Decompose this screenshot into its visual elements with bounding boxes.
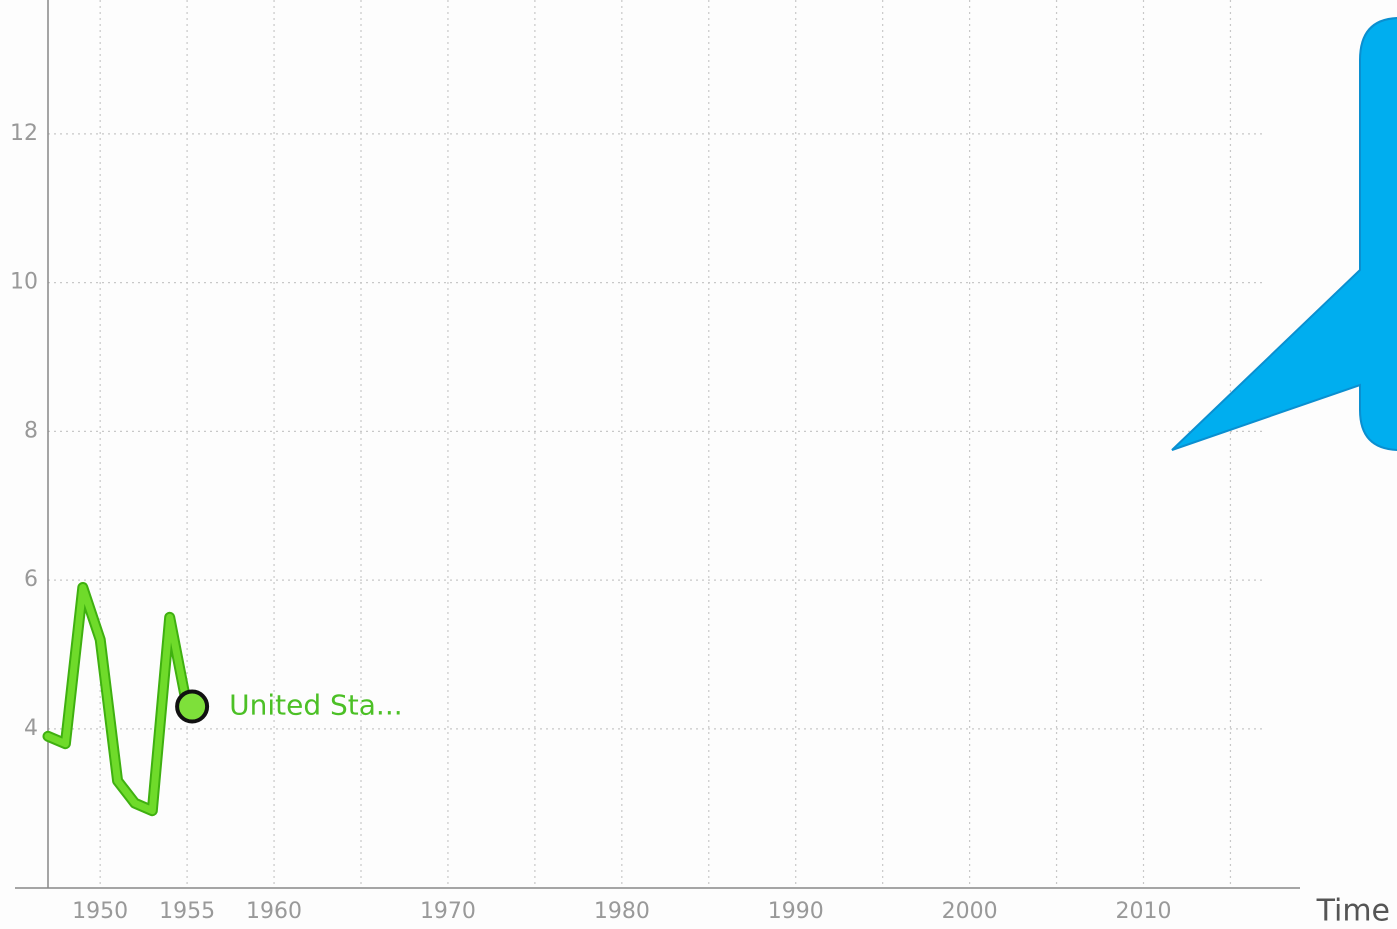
x-tick-label: 1950 xyxy=(72,899,128,924)
y-tick-label: 8 xyxy=(24,418,38,443)
x-tick-label: 1980 xyxy=(594,899,650,924)
x-tick-label: 1955 xyxy=(159,899,215,924)
x-tick-label: 1960 xyxy=(246,899,302,924)
x-tick-label: 2000 xyxy=(942,899,998,924)
x-tick-label: 1970 xyxy=(420,899,476,924)
callout-bubble xyxy=(1171,17,1397,451)
series-label: United Sta... xyxy=(229,689,403,722)
x-tick-label: 1990 xyxy=(768,899,824,924)
x-axis-label: Time xyxy=(1316,894,1390,929)
y-tick-label: 6 xyxy=(24,567,38,592)
line xyxy=(44,584,191,815)
end-marker xyxy=(175,689,210,724)
x-tick-label: 2010 xyxy=(1116,899,1172,924)
y-tick-label: 4 xyxy=(24,716,38,741)
y-tick-label: 10 xyxy=(10,270,38,295)
y-tick-label: 12 xyxy=(10,121,38,146)
